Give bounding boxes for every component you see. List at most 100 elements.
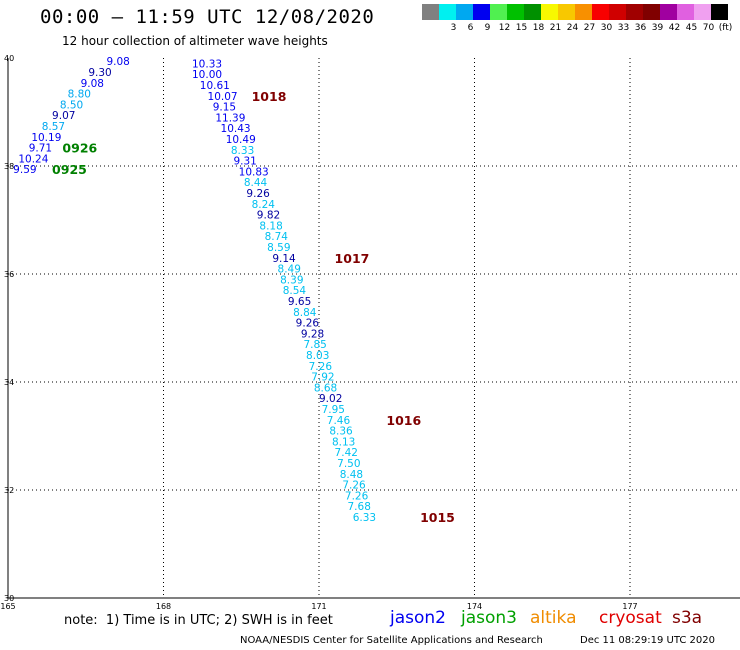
scale-swatch — [456, 4, 473, 20]
wave-height-value: 10.49 — [226, 134, 256, 146]
scale-label: 9 — [484, 23, 491, 33]
scale-label: 3 — [450, 23, 457, 33]
wave-height-value: 8.48 — [340, 469, 363, 481]
scale-label: (ft) — [718, 23, 733, 33]
wave-height-value: 8.24 — [252, 199, 276, 211]
wave-height-value: 9.30 — [88, 67, 111, 79]
credit-line: NOAA/NESDIS Center for Satellite Applica… — [240, 635, 543, 646]
wave-height-value: 8.39 — [280, 274, 303, 286]
satellite-legend-item: jason2 — [390, 608, 446, 628]
lon-tick-label: 165 — [0, 602, 15, 611]
scale-swatch — [626, 4, 643, 20]
wave-height-value: 9.59 — [13, 164, 36, 176]
wave-height-value: 9.31 — [233, 156, 256, 168]
wave-height-value: 7.50 — [337, 458, 360, 470]
wave-height-value: 8.54 — [283, 285, 307, 297]
lat-tick-label: 36 — [4, 270, 14, 279]
wave-height-value: 9.07 — [52, 110, 75, 122]
scale-swatch — [575, 4, 592, 20]
scale-label: 6 — [467, 23, 474, 33]
wave-height-value: 10.00 — [192, 69, 222, 81]
lon-tick-label: 171 — [311, 602, 326, 611]
pass-time-label: 0926 — [62, 141, 97, 156]
wave-height-value: 10.07 — [208, 91, 238, 103]
wave-height-value: 7.85 — [303, 339, 326, 351]
wave-height-value: 8.49 — [278, 264, 301, 276]
wave-height-value: 7.92 — [311, 372, 334, 384]
wave-height-value: 6.33 — [353, 512, 376, 524]
scale-label: 45 — [685, 23, 698, 33]
scale-swatch — [609, 4, 626, 20]
lat-tick-label: 30 — [4, 594, 14, 603]
scale-label: 18 — [532, 23, 545, 33]
wave-height-value: 9.65 — [288, 296, 311, 308]
wave-height-value: 9.08 — [81, 78, 104, 90]
pass-time-label: 1015 — [420, 510, 455, 525]
scale-label: 70 — [702, 23, 715, 33]
wave-height-value: 7.42 — [335, 447, 358, 459]
scale-swatch — [473, 4, 490, 20]
wave-height-value: 9.28 — [301, 328, 324, 340]
satellite-legend-item: altika — [530, 608, 577, 628]
wave-height-value: 10.33 — [192, 58, 222, 70]
pass-time-label: 0925 — [52, 162, 87, 177]
footnote: note: 1) Time is in UTC; 2) SWH is in fe… — [64, 613, 333, 628]
scale-swatch — [507, 4, 524, 20]
wave-height-value: 9.82 — [257, 210, 280, 222]
wave-height-value: 8.50 — [60, 99, 83, 111]
scale-label: 42 — [668, 23, 681, 33]
lat-tick-label: 40 — [4, 54, 14, 63]
scale-swatch — [439, 4, 456, 20]
wave-height-value: 8.57 — [42, 121, 65, 133]
satellite-legend-item: cryosat — [599, 608, 662, 628]
lat-tick-label: 34 — [4, 378, 14, 387]
pass-time-label: 1017 — [335, 251, 370, 266]
wave-height-value: 10.83 — [239, 166, 269, 178]
wave-height-value: 8.44 — [244, 177, 268, 189]
scale-swatch — [558, 4, 575, 20]
generated-timestamp: Dec 11 08:29:19 UTC 2020 — [580, 635, 715, 646]
wave-height-value: 8.68 — [314, 382, 337, 394]
wave-height-value: 8.80 — [68, 89, 91, 101]
wave-height-value: 9.14 — [272, 253, 296, 265]
wave-height-value: 10.24 — [18, 153, 48, 165]
scale-label: 27 — [583, 23, 596, 33]
scale-label: 15 — [515, 23, 528, 33]
scale-label: 33 — [617, 23, 630, 33]
wave-height-value: 8.18 — [259, 220, 282, 232]
scale-swatch — [422, 4, 439, 20]
page-title: 00:00 – 11:59 UTC 12/08/2020 — [40, 6, 375, 28]
wave-height-value: 10.43 — [221, 123, 251, 135]
wave-height-value: 10.19 — [31, 132, 61, 144]
wave-height-value: 8.36 — [329, 426, 353, 438]
lat-tick-label: 38 — [4, 162, 14, 171]
scale-swatch — [660, 4, 677, 20]
scale-label: 39 — [651, 23, 664, 33]
wave-height-value: 8.03 — [306, 350, 329, 362]
wave-height-value: 7.68 — [348, 501, 371, 513]
wave-height-value: 7.26 — [345, 490, 369, 502]
wave-height-value: 11.39 — [215, 112, 245, 124]
lon-tick-label: 177 — [622, 602, 637, 611]
wave-height-value: 7.26 — [342, 480, 366, 492]
satellite-legend-item: jason3 — [461, 608, 517, 628]
scale-swatch — [592, 4, 609, 20]
scale-label: 30 — [600, 23, 613, 33]
wave-height-value: 8.59 — [267, 242, 290, 254]
scale-label: 21 — [549, 23, 562, 33]
wave-height-value: 9.71 — [29, 143, 52, 155]
wave-height-value: 9.26 — [296, 318, 320, 330]
lon-tick-label: 174 — [467, 602, 482, 611]
wave-height-value: 7.26 — [309, 361, 333, 373]
pass-time-label: 1018 — [252, 89, 287, 104]
wave-height-value: 9.26 — [246, 188, 270, 200]
satellite-legend-item: s3a — [672, 608, 703, 628]
wave-height-value: 9.15 — [213, 102, 236, 114]
scale-swatch — [541, 4, 558, 20]
lon-tick-label: 168 — [156, 602, 171, 611]
scale-swatch — [694, 4, 711, 20]
scale-swatch — [643, 4, 660, 20]
scale-label: 36 — [634, 23, 647, 33]
pass-time-label: 1016 — [386, 413, 421, 428]
